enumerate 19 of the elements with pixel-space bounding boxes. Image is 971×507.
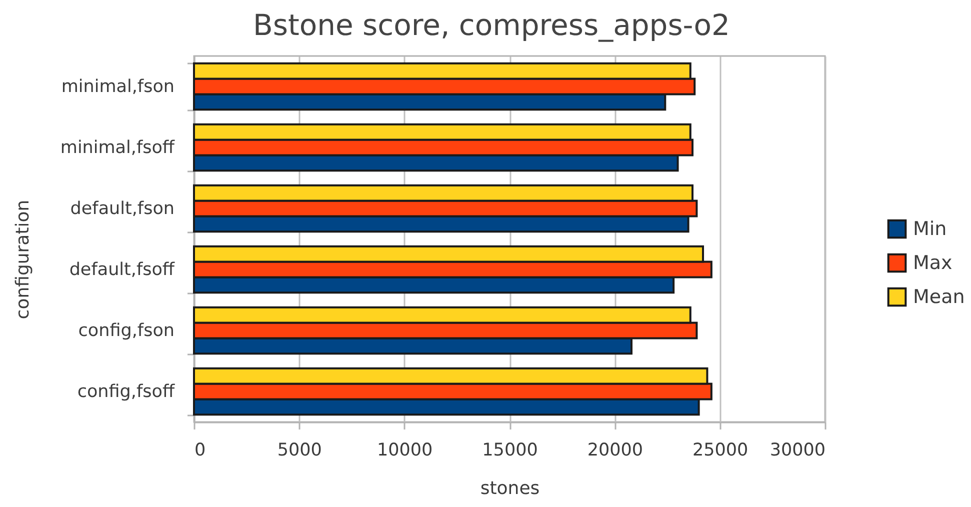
y-tick-label: config,fson	[78, 321, 174, 341]
legend-label: Min	[913, 218, 947, 240]
x-tick-label: 0	[194, 440, 206, 460]
y-tick-label: default,fsoff	[69, 260, 176, 280]
legend-label: Max	[913, 252, 952, 274]
y-axis-title: configuration	[12, 200, 34, 320]
x-tick-label: 10000	[376, 440, 433, 460]
x-tick-label: 5000	[277, 440, 322, 460]
y-tick-label: config,fsoff	[77, 382, 176, 402]
x-tick-label: 25000	[692, 440, 748, 460]
y-tick-label: default,fson	[70, 199, 174, 219]
chart-title: Bstone score, compress_apps-o2	[253, 8, 730, 42]
x-tick-label: 20000	[587, 440, 644, 460]
y-tick-label: minimal,fson	[61, 77, 174, 97]
x-tick-label: 15000	[482, 440, 538, 460]
legend-label: Mean	[913, 286, 965, 308]
y-tick-label: minimal,fsoff	[60, 138, 176, 158]
x-axis-title: stones	[480, 478, 540, 499]
x-tick-label: 30000	[770, 440, 826, 460]
